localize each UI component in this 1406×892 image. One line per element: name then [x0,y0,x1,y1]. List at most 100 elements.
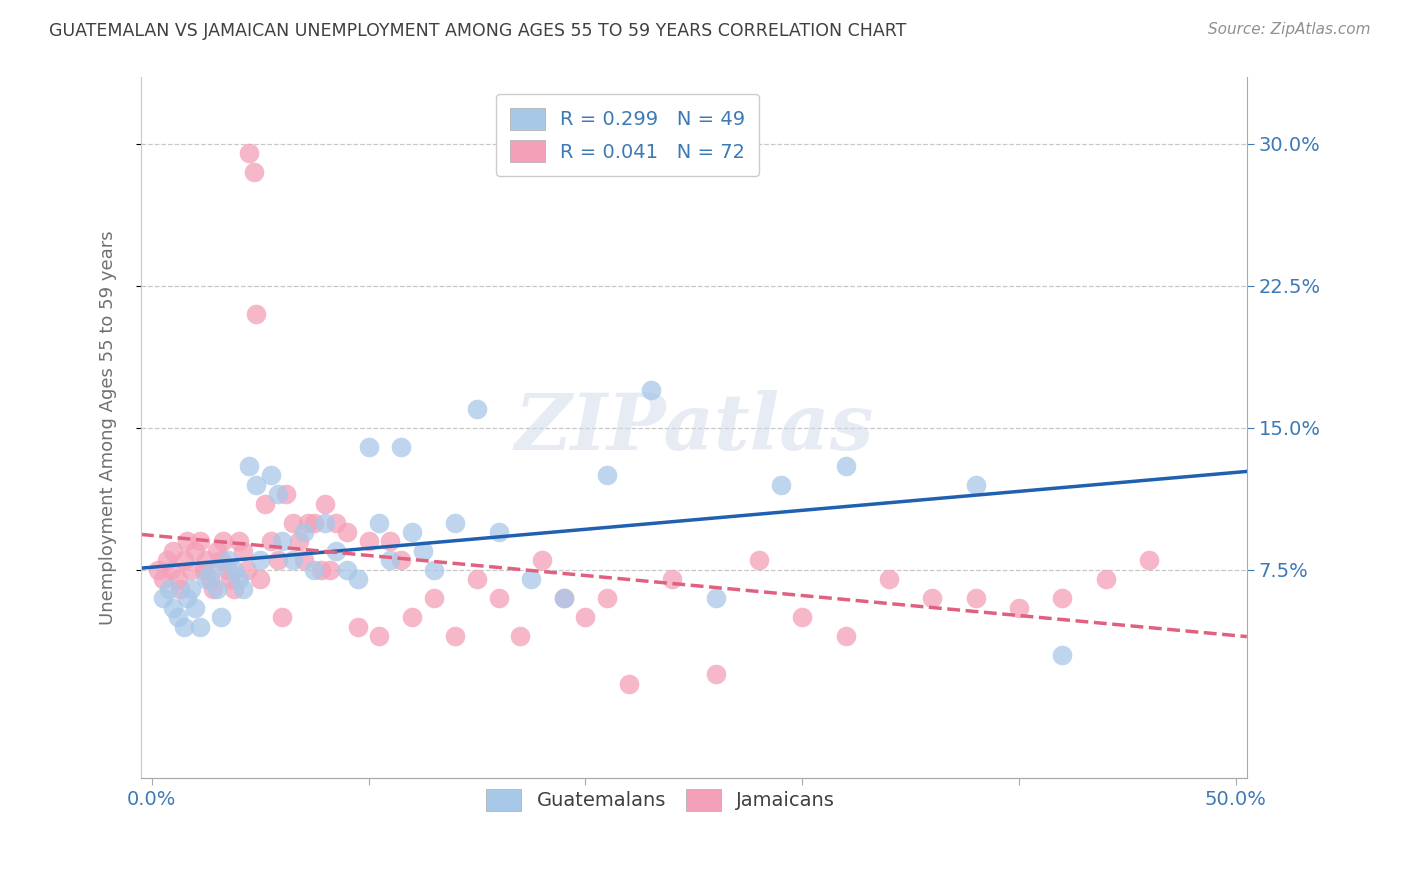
Point [162,600,184,615]
Point [401,524,423,539]
Point [704,591,727,606]
Point [412,544,434,558]
Point [260,468,283,483]
Text: ZIPatlas: ZIPatlas [515,390,873,467]
Point [224,563,246,577]
Point [389,440,412,454]
Point [574,610,596,624]
Point [224,582,246,596]
Point [596,591,619,606]
Point [965,591,987,606]
Point [148,563,170,577]
Point [769,477,792,491]
Point [444,629,467,643]
Point [444,516,467,530]
Point [553,591,575,606]
Point [748,553,770,567]
Point [266,487,288,501]
Point [271,534,294,549]
Point [281,553,304,567]
Point [176,591,198,606]
Point [152,573,174,587]
Point [173,553,195,567]
Point [201,582,224,596]
Point [245,477,267,491]
Point [346,620,368,634]
Point [465,401,488,416]
Point [488,524,510,539]
Point [318,563,340,577]
Point [195,573,218,587]
Point [232,582,254,596]
Point [488,591,510,606]
Point [422,563,444,577]
Point [188,620,211,634]
Point [704,667,727,681]
Point [276,487,298,501]
Point [166,610,188,624]
Point [309,563,332,577]
Point [157,582,180,596]
Point [336,524,359,539]
Point [184,544,207,558]
Point [160,563,183,577]
Point [389,553,412,567]
Point [346,573,368,587]
Text: Source: ZipAtlas.com: Source: ZipAtlas.com [1208,22,1371,37]
Point [292,524,315,539]
Point [792,610,814,624]
Point [193,563,215,577]
Point [228,534,250,549]
Point [531,553,554,567]
Point [325,544,347,558]
Point [162,544,184,558]
Point [245,307,267,321]
Point [232,544,254,558]
Point [401,610,423,624]
Point [228,573,250,587]
Point [357,440,380,454]
Point [238,146,260,161]
Point [236,563,259,577]
Point [180,563,202,577]
Legend: Guatemalans, Jamaicans: Guatemalans, Jamaicans [472,775,849,824]
Point [152,591,174,606]
Point [553,591,575,606]
Point [596,468,619,483]
Point [249,553,271,567]
Point [834,458,856,473]
Point [169,582,191,596]
Point [156,553,179,567]
Point [304,516,326,530]
Point [288,534,311,549]
Point [205,582,228,596]
Point [173,620,195,634]
Point [200,573,222,587]
Point [209,553,232,567]
Point [292,553,315,567]
Point [184,600,207,615]
Point [238,458,260,473]
Point [1052,591,1074,606]
Point [314,516,336,530]
Y-axis label: Unemployment Among Ages 55 to 59 years: Unemployment Among Ages 55 to 59 years [100,230,117,625]
Point [640,383,662,397]
Point [325,516,347,530]
Point [509,629,531,643]
Point [357,534,380,549]
Point [465,573,488,587]
Point [201,563,224,577]
Point [661,573,683,587]
Point [380,553,402,567]
Point [520,573,543,587]
Point [180,582,202,596]
Point [281,516,304,530]
Point [260,534,283,549]
Point [249,573,271,587]
Text: GUATEMALAN VS JAMAICAN UNEMPLOYMENT AMONG AGES 55 TO 59 YEARS CORRELATION CHART: GUATEMALAN VS JAMAICAN UNEMPLOYMENT AMON… [49,22,907,40]
Point [1137,553,1160,567]
Point [209,610,232,624]
Point [266,553,288,567]
Point [217,563,239,577]
Point [297,516,319,530]
